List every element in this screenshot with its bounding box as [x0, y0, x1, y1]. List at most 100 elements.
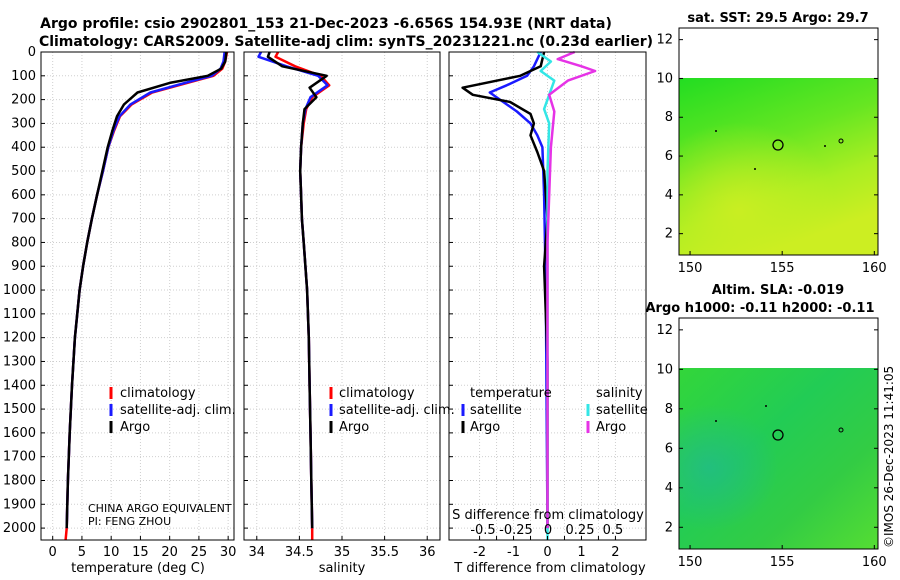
sal-legend-argo: Argo — [339, 420, 369, 435]
depth-tick-label: 1700 — [3, 450, 36, 465]
depth-tick-label: 1600 — [3, 426, 36, 441]
map-x-label: 150 — [678, 555, 703, 570]
map-y-label: 2 — [665, 227, 673, 242]
x-tick-label: 20 — [161, 545, 178, 560]
map-y-label: 8 — [665, 110, 673, 125]
map-y-label: 6 — [665, 441, 673, 456]
svg-text:-0.25: -0.25 — [499, 523, 533, 538]
depth-axis: 0 100 200 300 400 500 600 700 800 900 1000 1100 1200… — [3, 45, 36, 536]
map-y-label: 12 — [656, 323, 673, 338]
series-t-argo — [461, 51, 549, 529]
legend-temperature-title: temperature — [470, 386, 552, 401]
series-t-satellite — [488, 51, 549, 529]
depth-tick-label: 2000 — [3, 521, 36, 536]
depth-tick-label: 1500 — [3, 402, 36, 417]
map-x-label: 150 — [678, 261, 703, 276]
map-y-label: 4 — [665, 188, 673, 203]
depth-tick-label: 1200 — [3, 331, 36, 346]
map-y-label: 6 — [665, 149, 673, 164]
difference-panel: -2 -1 0 1 2 T difference from climatology S … — [448, 50, 648, 576]
title-line-1: Argo profile: csio 2902801_153 21-Dec-20… — [40, 16, 612, 32]
map-x-label: 160 — [862, 555, 887, 570]
sal-legend-satellite: satellite-adj. clim. — [339, 403, 455, 418]
temperature-legend: climatology satellite-adj. clim. Argo — [109, 386, 236, 435]
x-tick-label: 15 — [132, 545, 149, 560]
series-climatology — [64, 51, 229, 541]
depth-tick-label: 800 — [11, 235, 36, 250]
s-tick-labels: -0.5 -0.25 0 0.25 0.5 — [470, 523, 623, 538]
depth-tick-label: 500 — [11, 164, 36, 179]
svg-text:Argo: Argo — [596, 420, 626, 435]
x-tick-label: -1 — [507, 545, 520, 560]
depth-tick-label: 400 — [11, 140, 36, 155]
map-y-label: 8 — [665, 402, 673, 417]
map-y-label: 2 — [665, 520, 673, 535]
series-argo — [266, 51, 328, 529]
x-tick-label: -2 — [473, 545, 486, 560]
imos-credit: ©IMOS 26-Dec-2023 11:41:05 — [882, 366, 896, 548]
depth-tick-label: 200 — [11, 93, 36, 108]
legend-climatology: climatology — [120, 386, 196, 401]
sst-map: sat. SST: 29.5 Argo: 29.7 2 4 6 8 10 12 150 155… — [656, 11, 886, 276]
map-y-label: 10 — [656, 362, 673, 377]
temperature-panel: 0 5 10 15 20 25 30 temperature (deg C) CHINA A… — [40, 51, 236, 576]
depth-tick-label: 1300 — [3, 354, 36, 369]
map-x-label: 155 — [770, 555, 795, 570]
x-tick-label: 36 — [419, 545, 436, 560]
depth-tick-label: 1800 — [3, 473, 36, 488]
depth-tick-label: 900 — [11, 259, 36, 274]
map-y-label: 10 — [656, 71, 673, 86]
map-y-label: 12 — [656, 33, 673, 48]
depth-tick-label: 1400 — [3, 378, 36, 393]
salinity-legend: climatology satellite-adj. clim. Argo — [329, 386, 455, 435]
x-tick-label: 1 — [577, 545, 585, 560]
x-tick-label: 5 — [78, 545, 86, 560]
x-tick-label: 2 — [611, 545, 619, 560]
x-tick-label: 34 — [249, 545, 266, 560]
svg-text:0.25: 0.25 — [566, 523, 595, 538]
depth-tick-label: 700 — [11, 212, 36, 227]
sla-map-title-2: Argo h1000: -0.11 h2000: -0.11 — [645, 301, 874, 316]
credit-line-2: PI: FENG ZHOU — [88, 515, 171, 528]
svg-text:0.5: 0.5 — [603, 523, 624, 538]
temperature-xlabel: temperature (deg C) — [71, 561, 205, 576]
difference-xlabel-top: S difference from climatology — [452, 508, 644, 523]
title-line-2: Climatology: CARS2009. Satellite-adj cli… — [39, 34, 653, 50]
svg-text:satellite: satellite — [596, 403, 648, 418]
depth-tick-label: 600 — [11, 188, 36, 203]
sla-map: Altim. SLA: -0.019 Argo h1000: -0.11 h20… — [645, 283, 886, 570]
difference-legend: temperature salinity satellite Argo sate… — [461, 386, 648, 435]
x-tick-label: 35 — [334, 545, 351, 560]
series-s-argo — [546, 50, 597, 529]
depth-tick-label: 100 — [11, 69, 36, 84]
map-y-label: 4 — [665, 481, 673, 496]
sla-map-title-1: Altim. SLA: -0.019 — [712, 283, 844, 298]
salinity-xlabel: salinity — [319, 561, 366, 576]
x-tick-label: 35.5 — [370, 545, 399, 560]
svg-text:Argo: Argo — [470, 420, 500, 435]
depth-tick-label: 1000 — [3, 283, 36, 298]
series-argo — [65, 51, 228, 529]
depth-tick-label: 300 — [11, 116, 36, 131]
x-tick-label: 25 — [191, 545, 208, 560]
x-tick-label: 34.5 — [285, 545, 314, 560]
depth-tick-label: 1100 — [3, 307, 36, 322]
depth-tick-label: 0 — [28, 45, 36, 60]
svg-text:0: 0 — [544, 523, 552, 538]
legend-satellite: satellite-adj. clim. — [120, 403, 236, 418]
map-x-label: 155 — [770, 261, 795, 276]
x-tick-label: 0 — [543, 545, 551, 560]
svg-text:-0.5: -0.5 — [470, 523, 495, 538]
credit-line-1: CHINA ARGO EQUIVALENT — [88, 502, 232, 515]
sst-map-title: sat. SST: 29.5 Argo: 29.7 — [687, 11, 868, 26]
depth-tick-label: 1900 — [3, 497, 36, 512]
sal-legend-climatology: climatology — [339, 386, 415, 401]
map-x-label: 160 — [862, 261, 887, 276]
x-tick-label: 10 — [103, 545, 120, 560]
x-tick-label: 0 — [49, 545, 57, 560]
difference-xlabel: T difference from climatology — [453, 561, 646, 576]
salinity-panel: 34 34.5 35 35.5 36 salinity climatology sate… — [243, 51, 455, 576]
legend-salinity-title: salinity — [596, 386, 643, 401]
legend-argo: Argo — [120, 420, 150, 435]
